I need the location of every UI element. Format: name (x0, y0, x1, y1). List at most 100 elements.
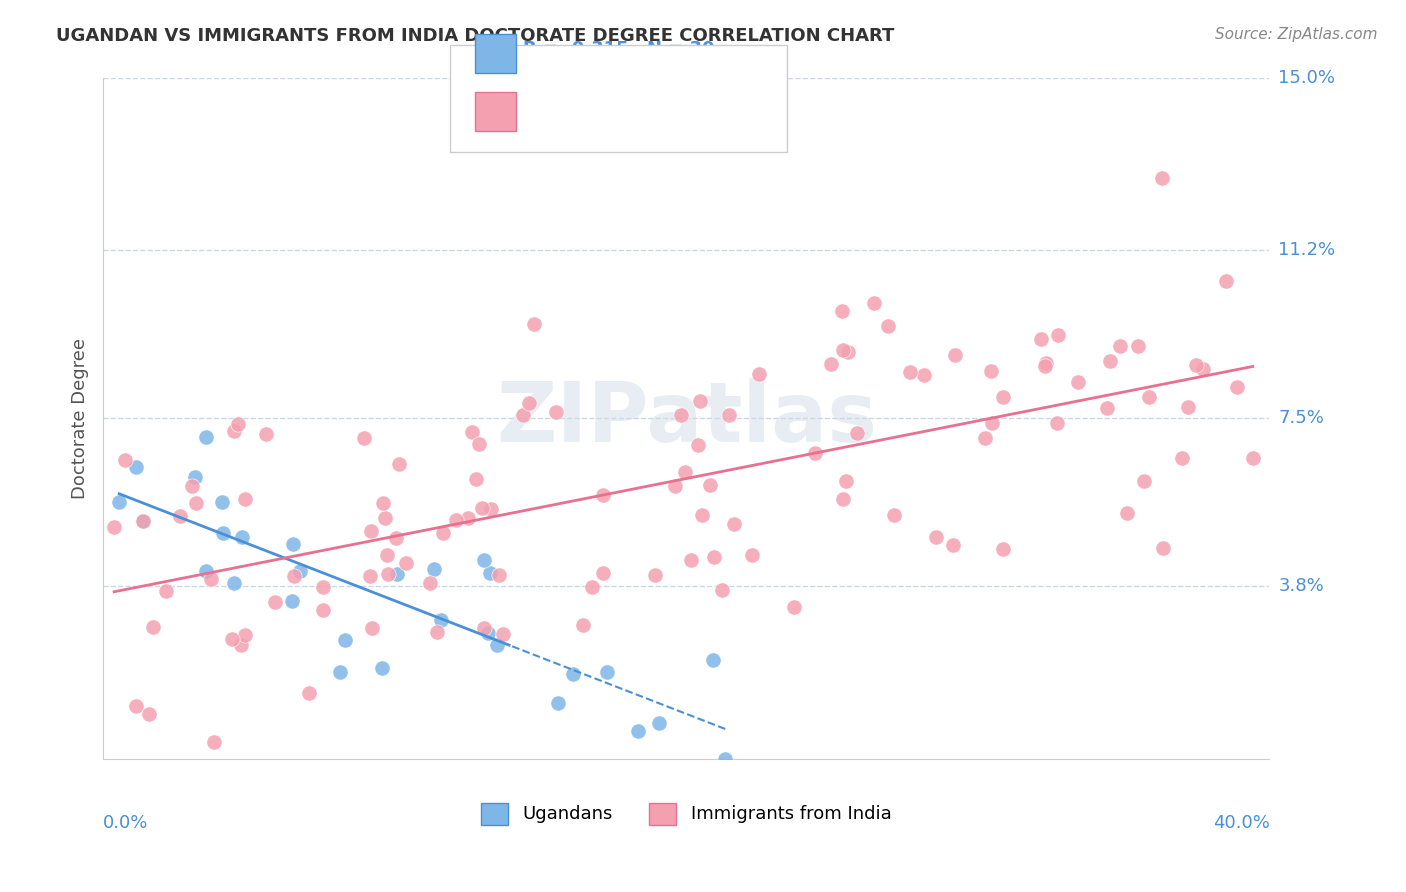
Point (222, 425, 245, 439)
Point (461, 425, 484, 439)
Point (974, 431, 997, 445)
Point (108, 495, 131, 509)
Y-axis label: Doctorate Degree: Doctorate Degree (72, 338, 89, 499)
Point (669, 408, 692, 422)
Point (457, 510, 479, 524)
Point (200, 572, 222, 586)
Point (883, 508, 905, 523)
Point (690, 508, 713, 523)
Point (925, 530, 948, 544)
Point (131, 514, 153, 528)
Point (229, 638, 252, 652)
Point (359, 569, 381, 583)
Point (1046, 417, 1069, 431)
Point (741, 548, 763, 562)
Legend: Ugandans, Immigrants from India: Ugandans, Immigrants from India (474, 796, 898, 831)
Point (664, 479, 686, 493)
Point (103, 519, 125, 533)
Point (832, 491, 855, 506)
Point (471, 501, 494, 516)
Point (222, 575, 245, 590)
Point (335, 632, 357, 647)
Point (1137, 390, 1160, 404)
Text: 40.0%: 40.0% (1212, 814, 1270, 831)
Point (993, 542, 1015, 557)
Point (142, 620, 165, 634)
Point (360, 524, 382, 538)
Point (290, 564, 312, 578)
Point (169, 509, 191, 524)
Point (184, 496, 207, 510)
Point (1215, 274, 1237, 288)
Point (233, 628, 256, 642)
Text: 11.2%: 11.2% (1278, 241, 1336, 260)
Point (748, 367, 770, 381)
Point (485, 638, 508, 652)
Point (492, 626, 515, 640)
Point (194, 430, 217, 444)
Point (863, 295, 886, 310)
Point (581, 580, 603, 594)
Text: ZIPatlas: ZIPatlas (496, 378, 877, 458)
Point (820, 357, 842, 371)
Point (423, 562, 446, 576)
Point (980, 364, 1002, 378)
Point (596, 665, 619, 679)
Point (298, 686, 321, 700)
Text: Source: ZipAtlas.com: Source: ZipAtlas.com (1215, 27, 1378, 42)
Point (943, 348, 966, 362)
Text: 15.0%: 15.0% (1278, 69, 1336, 87)
Point (281, 594, 304, 608)
Point (385, 531, 408, 545)
Point (374, 511, 396, 525)
Point (312, 580, 335, 594)
Text: R = -0.315: R = -0.315 (523, 40, 628, 58)
Point (468, 437, 491, 451)
Point (132, 514, 155, 528)
Point (138, 707, 160, 722)
Point (1150, 171, 1173, 186)
Point (221, 632, 243, 646)
Point (942, 538, 965, 552)
Point (226, 417, 249, 431)
Point (465, 472, 488, 486)
Point (1226, 380, 1249, 394)
Point (572, 618, 595, 632)
Point (699, 477, 721, 491)
Point (477, 626, 499, 640)
Point (124, 698, 146, 713)
Point (211, 495, 233, 509)
Text: 0.0%: 0.0% (103, 814, 149, 831)
Point (703, 549, 725, 564)
Point (231, 530, 253, 544)
Point (371, 661, 394, 675)
Point (1128, 339, 1150, 353)
Point (562, 666, 585, 681)
Point (1035, 359, 1057, 373)
Point (512, 408, 534, 422)
Point (194, 564, 217, 578)
Point (648, 715, 671, 730)
Text: R =  0.353: R = 0.353 (523, 103, 627, 120)
Point (388, 457, 411, 471)
Point (353, 431, 375, 445)
Point (782, 600, 804, 615)
Point (1152, 541, 1174, 555)
Point (426, 624, 449, 639)
Point (479, 502, 502, 516)
Point (991, 390, 1014, 404)
Point (263, 595, 285, 609)
Point (626, 724, 648, 739)
Point (711, 583, 734, 598)
Point (547, 696, 569, 710)
Text: N = 115: N = 115 (647, 103, 727, 120)
Point (1035, 356, 1057, 370)
Point (644, 567, 666, 582)
Point (387, 566, 409, 581)
Point (125, 460, 148, 475)
Point (212, 526, 235, 541)
Point (679, 553, 702, 567)
Point (395, 556, 418, 570)
Point (432, 526, 454, 541)
Point (419, 575, 441, 590)
